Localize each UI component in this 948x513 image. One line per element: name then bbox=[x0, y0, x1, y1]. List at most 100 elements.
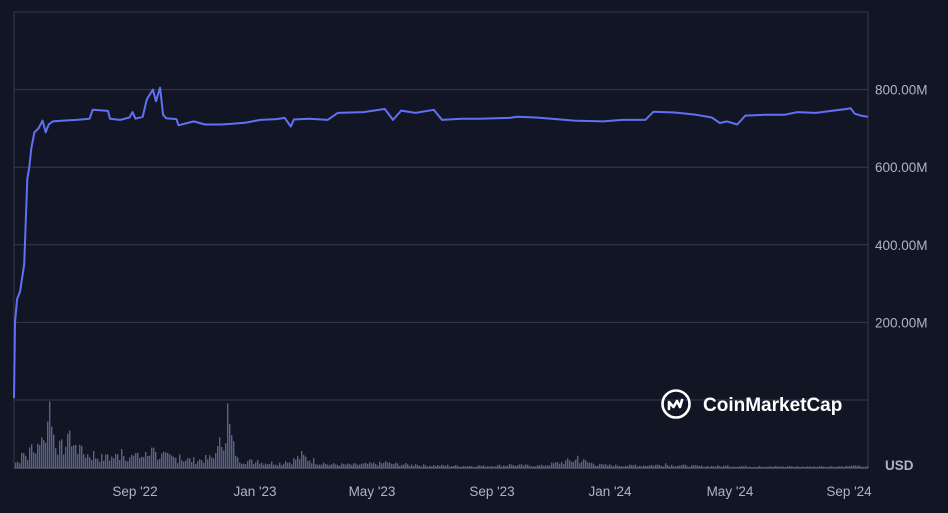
volume-bar bbox=[49, 401, 51, 468]
volume-bar bbox=[783, 466, 785, 468]
volume-bar bbox=[387, 462, 389, 468]
volume-bar bbox=[493, 466, 495, 468]
volume-bar bbox=[611, 465, 613, 468]
volume-bar bbox=[65, 446, 67, 468]
volume-bar bbox=[581, 461, 583, 468]
volume-bar bbox=[207, 459, 209, 468]
volume-bar bbox=[507, 465, 509, 468]
volume-bar bbox=[595, 465, 597, 468]
volume-bar bbox=[647, 465, 649, 468]
volume-bar bbox=[711, 465, 713, 468]
volume-bar bbox=[139, 457, 141, 468]
volume-bar bbox=[851, 465, 853, 468]
volume-bar bbox=[113, 458, 115, 468]
volume-bar bbox=[255, 462, 257, 468]
volume-bar bbox=[743, 466, 745, 468]
volume-bar bbox=[103, 460, 105, 468]
volume-bar bbox=[661, 466, 663, 468]
volume-bar bbox=[825, 466, 827, 468]
volume-bar bbox=[805, 466, 807, 468]
volume-bar bbox=[613, 466, 615, 468]
volume-bar bbox=[157, 459, 159, 468]
volume-bar bbox=[535, 466, 537, 468]
volume-bar bbox=[471, 466, 473, 468]
volume-bar bbox=[97, 458, 99, 468]
volume-bar bbox=[533, 466, 535, 468]
volume-bar bbox=[165, 452, 167, 468]
volume-bar bbox=[289, 462, 291, 468]
volume-bar bbox=[625, 465, 627, 468]
volume-bar bbox=[865, 466, 867, 468]
volume-bar bbox=[803, 466, 805, 468]
volume-bar bbox=[155, 451, 157, 468]
volume-bar bbox=[773, 466, 775, 468]
volume-bar bbox=[463, 465, 465, 468]
volume-bar bbox=[363, 463, 365, 468]
volume-bar bbox=[447, 464, 449, 468]
volume-bar bbox=[777, 466, 779, 468]
volume-bar bbox=[191, 462, 193, 468]
volume-bar bbox=[267, 464, 269, 468]
volume-bar bbox=[559, 463, 561, 468]
volume-bar bbox=[409, 465, 411, 468]
volume-bar bbox=[175, 457, 177, 468]
volume-bar bbox=[23, 453, 25, 468]
volume-bar bbox=[689, 466, 691, 468]
volume-bar bbox=[429, 465, 431, 468]
volume-bar bbox=[713, 466, 715, 468]
volume-bar bbox=[453, 465, 455, 468]
volume-bar bbox=[115, 453, 117, 468]
volume-bar bbox=[153, 447, 155, 468]
volume-bar bbox=[417, 465, 419, 468]
volume-bar bbox=[675, 466, 677, 468]
volume-bar bbox=[227, 403, 229, 468]
volume-bar bbox=[481, 466, 483, 468]
volume-bar bbox=[403, 464, 405, 468]
volume-bar bbox=[517, 465, 519, 468]
volume-bar bbox=[687, 466, 689, 468]
volume-bar bbox=[375, 464, 377, 468]
volume-bar bbox=[305, 456, 307, 468]
volume-bar bbox=[225, 443, 227, 468]
y-axis-labels: 200.00M 400.00M 600.00M 800.00M bbox=[875, 83, 928, 331]
volume-bar bbox=[557, 462, 559, 468]
volume-bar bbox=[709, 466, 711, 468]
volume-bar bbox=[343, 464, 345, 468]
volume-bar bbox=[183, 461, 185, 468]
volume-bar bbox=[357, 464, 359, 468]
volume-bar bbox=[833, 466, 835, 468]
volume-bar bbox=[497, 465, 499, 468]
volume-bar bbox=[213, 458, 215, 468]
volume-bar bbox=[599, 463, 601, 468]
volume-bar bbox=[173, 456, 175, 468]
volume-bar bbox=[573, 461, 575, 468]
volume-bar bbox=[841, 466, 843, 468]
volume-bar bbox=[831, 466, 833, 468]
volume-bar bbox=[707, 465, 709, 468]
volume-bar bbox=[19, 463, 21, 468]
volume-bar bbox=[571, 461, 573, 468]
volume-bar bbox=[651, 465, 653, 468]
volume-bar bbox=[163, 451, 165, 468]
volume-bar bbox=[427, 466, 429, 468]
volume-bar bbox=[451, 466, 453, 468]
volume-bar bbox=[263, 464, 265, 468]
volume-bar bbox=[821, 465, 823, 468]
volume-bar bbox=[745, 465, 747, 468]
volume-bar bbox=[189, 458, 191, 468]
volume-bar bbox=[187, 458, 189, 468]
volume-bar bbox=[563, 464, 565, 468]
volume-bar bbox=[781, 466, 783, 468]
volume-bar bbox=[285, 461, 287, 468]
volume-bar bbox=[853, 465, 855, 468]
volume-bar bbox=[529, 465, 531, 468]
volume-bar bbox=[483, 465, 485, 468]
volume-bar bbox=[295, 459, 297, 468]
volume-bar bbox=[231, 435, 233, 468]
volume-bar bbox=[593, 464, 595, 468]
volume-bar bbox=[511, 464, 513, 468]
volume-bar bbox=[371, 463, 373, 468]
volume-bar bbox=[645, 465, 647, 468]
volume-bar bbox=[107, 454, 109, 468]
volume-bar bbox=[309, 460, 311, 468]
